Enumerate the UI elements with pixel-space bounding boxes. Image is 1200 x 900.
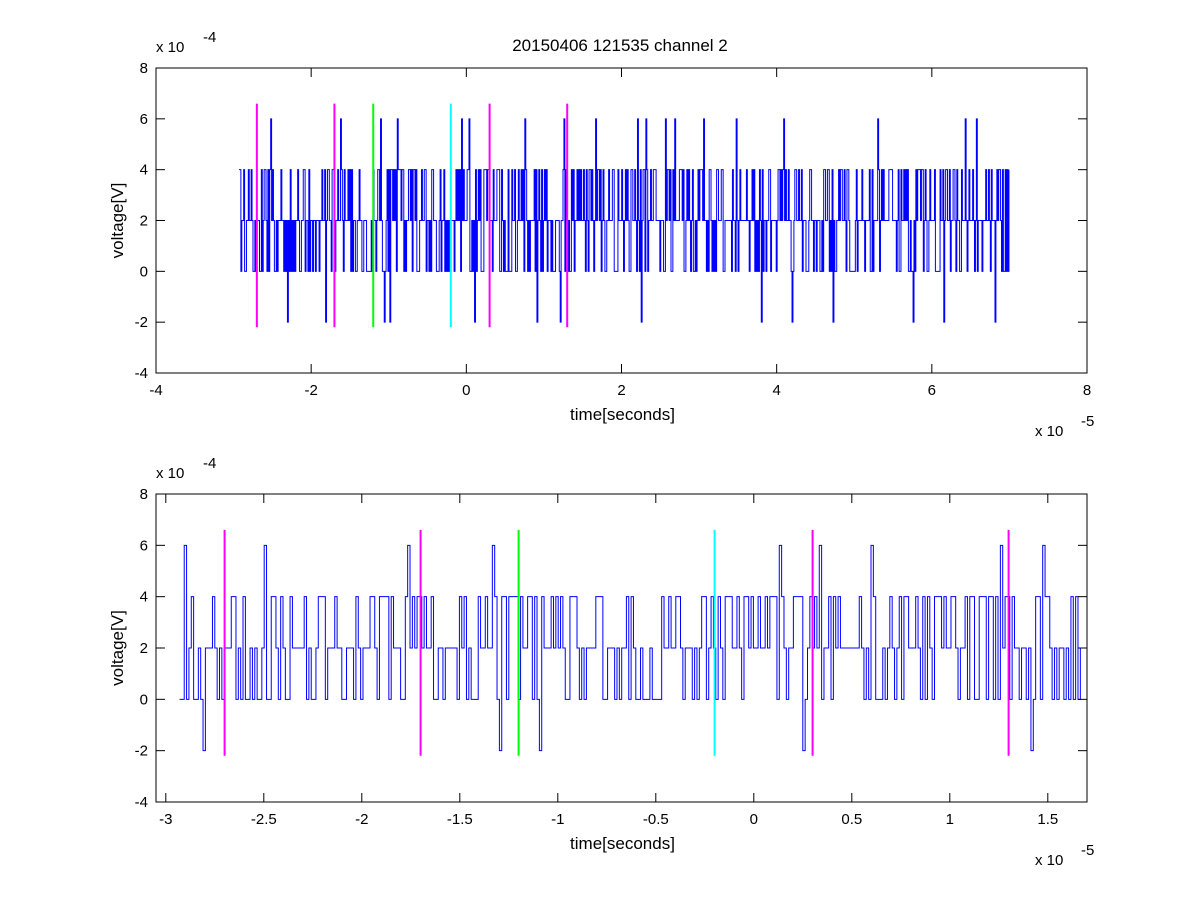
y-tick-label: -2 bbox=[135, 314, 148, 331]
x-tick-label: 8 bbox=[1083, 382, 1091, 399]
x-axis-label: time[seconds] bbox=[570, 405, 675, 424]
x-multiplier-label: x 10 bbox=[1035, 423, 1063, 440]
x-tick-label: 1.5 bbox=[1037, 811, 1058, 828]
y-multiplier-exponent: -4 bbox=[203, 455, 216, 472]
x-tick-label: -2.5 bbox=[251, 811, 277, 828]
x-tick-label: 4 bbox=[772, 382, 780, 399]
x-tick-label: -2 bbox=[304, 382, 317, 399]
x-axis-label: time[seconds] bbox=[570, 834, 675, 853]
y-tick-label: -4 bbox=[135, 365, 148, 382]
y-tick-label: 8 bbox=[140, 486, 148, 503]
x-tick-label: -1 bbox=[551, 811, 564, 828]
x-multiplier-exponent: -5 bbox=[1081, 413, 1094, 430]
x-tick-label: -3 bbox=[159, 811, 172, 828]
chart-title: 20150406 121535 channel 2 bbox=[512, 36, 728, 55]
y-tick-label: 2 bbox=[140, 213, 148, 230]
x-tick-label: -4 bbox=[149, 382, 162, 399]
signal-trace bbox=[179, 544, 1086, 752]
x-tick-label: -1.5 bbox=[447, 811, 473, 828]
x-tick-label: -2 bbox=[355, 811, 368, 828]
y-tick-label: 0 bbox=[140, 263, 148, 280]
signal-trace bbox=[239, 118, 1010, 323]
x-tick-label: 1 bbox=[946, 811, 954, 828]
y-axis-label: voltage[V] bbox=[108, 183, 127, 259]
y-tick-label: 8 bbox=[140, 60, 148, 77]
x-tick-label: 0.5 bbox=[841, 811, 862, 828]
y-tick-label: 0 bbox=[140, 691, 148, 708]
x-tick-label: -0.5 bbox=[643, 811, 669, 828]
y-tick-label: 4 bbox=[140, 162, 148, 179]
y-axis-label: voltage[V] bbox=[108, 610, 127, 686]
x-tick-label: 2 bbox=[617, 382, 625, 399]
y-tick-label: -2 bbox=[135, 743, 148, 760]
bottom-axes: -3 -2.5 -2 -1.5 -1 -0.5 0 0.5 1 1.5 -4 -2 0 2 4 6 8 time[… bbox=[108, 455, 1094, 869]
y-multiplier-exponent: -4 bbox=[203, 29, 216, 46]
x-tick-label: 6 bbox=[928, 382, 936, 399]
x-multiplier-label: x 10 bbox=[1035, 852, 1063, 869]
y-tick-label: 4 bbox=[140, 589, 148, 606]
x-tick-label: 0 bbox=[462, 382, 470, 399]
y-tick-label: -4 bbox=[135, 794, 148, 811]
y-multiplier-label: x 10 bbox=[156, 465, 184, 482]
top-axes: -4 -2 0 2 4 6 8 -4 -2 0 2 4 6 8 time[seconds] voltage[V… bbox=[108, 29, 1094, 440]
y-tick-label: 6 bbox=[140, 537, 148, 554]
x-multiplier-exponent: -5 bbox=[1081, 842, 1094, 859]
y-multiplier-label: x 10 bbox=[156, 39, 184, 56]
x-tick-label: 0 bbox=[750, 811, 758, 828]
y-tick-label: 6 bbox=[140, 111, 148, 128]
y-tick-label: 2 bbox=[140, 640, 148, 657]
